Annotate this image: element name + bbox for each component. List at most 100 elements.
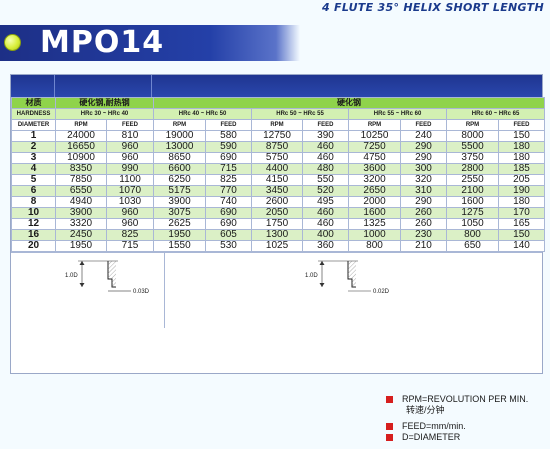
feed-header: FEED (498, 119, 546, 131)
rpm-cell: 2600 (251, 196, 304, 208)
feed-cell: 1030 (105, 196, 155, 208)
feed-cell: 690 (205, 207, 253, 219)
offset-dimension: 0.02D (373, 289, 390, 295)
rpm-cell: 1950 (153, 229, 207, 241)
rpm-header: RPM (446, 119, 500, 131)
hardness-range: HRc 30 ~ HRc 40 (54, 108, 155, 120)
table-row: 20 1950 715 1550 530 1025 360 800 210 650 140 (11, 240, 546, 252)
feed-cell: 185 (498, 163, 546, 175)
rpm-cell: 2450 (55, 229, 107, 241)
rpm-cell: 1750 (251, 218, 304, 230)
feed-cell: 190 (498, 185, 546, 197)
rpm-cell: 1550 (153, 240, 207, 252)
feed-cell: 990 (105, 163, 155, 175)
rpm-cell: 8350 (55, 163, 107, 175)
depth-dimension: 1.0D (65, 273, 78, 279)
table-row: 10 3900 960 3075 690 2050 460 1600 260 1275 170 (11, 207, 546, 219)
rpm-cell: 1275 (446, 207, 500, 219)
diameter-cell: 5 (11, 174, 56, 186)
rpm-cell: 1000 (348, 229, 402, 241)
feed-cell: 960 (105, 152, 155, 164)
feed-cell: 310 (400, 185, 448, 197)
hardness-range: HRc 40 ~ HRc 50 (153, 108, 253, 120)
cutting-data-panel: 材质 硬化钢,耐热钢 硬化钢 HARDNESS HRc 30 ~ HRc 40 … (10, 74, 546, 374)
feed-cell: 180 (498, 141, 546, 153)
rpm-cell: 6550 (55, 185, 107, 197)
feed-cell: 960 (105, 141, 155, 153)
table-row: 16 2450 825 1950 605 1300 400 1000 230 800 150 (11, 229, 546, 241)
rpm-cell: 24000 (55, 130, 107, 142)
bullet-square-icon (386, 396, 393, 403)
feed-cell: 140 (498, 240, 546, 252)
rpm-cell: 2650 (348, 185, 402, 197)
rpm-cell: 16650 (55, 141, 107, 153)
feed-cell: 400 (302, 229, 350, 241)
feed-cell: 230 (400, 229, 448, 241)
bullet-dot-icon (4, 34, 21, 51)
rpm-header: RPM (251, 119, 304, 131)
hardness-label: HARDNESS (11, 108, 56, 120)
feed-cell: 460 (302, 218, 350, 230)
rpm-cell: 3900 (153, 196, 207, 208)
material-group-1: 硬化钢,耐热钢 (54, 97, 155, 109)
table-row: 8 4940 1030 3900 740 2600 495 2000 290 1600 180 (11, 196, 546, 208)
bullet-square-icon (386, 423, 393, 430)
feed-cell: 495 (302, 196, 350, 208)
feed-header: FEED (205, 119, 253, 131)
feed-cell: 390 (302, 130, 350, 142)
legend: RPM=REVOLUTION PER MIN. 转速/分钟 FEED=mm/mi… (386, 394, 528, 443)
feed-cell: 605 (205, 229, 253, 241)
feed-cell: 290 (400, 196, 448, 208)
bullet-square-icon (386, 434, 393, 441)
diameter-cell: 12 (11, 218, 56, 230)
rpm-cell: 1600 (446, 196, 500, 208)
feed-cell: 260 (400, 207, 448, 219)
feed-cell: 290 (400, 152, 448, 164)
rpm-cell: 5750 (251, 152, 304, 164)
rpm-cell: 2050 (251, 207, 304, 219)
offset-dimension: 0.03D (133, 289, 150, 295)
legend-rpm-cn: 转速/分钟 (406, 405, 445, 415)
feed-cell: 290 (400, 141, 448, 153)
diameter-cell: 8 (11, 196, 56, 208)
legend-item-rpm: RPM=REVOLUTION PER MIN. (386, 394, 528, 405)
diameter-header-row: DIAMETER RPM FEED RPM FEED RPM FEED RPM FEED RPM… (11, 119, 546, 131)
feed-cell: 360 (302, 240, 350, 252)
diameter-cell: 2 (11, 141, 56, 153)
feed-cell: 180 (498, 196, 546, 208)
feed-cell: 530 (205, 240, 253, 252)
hardness-range: HRc 55 ~ HRc 60 (348, 108, 448, 120)
rpm-cell: 4940 (55, 196, 107, 208)
material-group-2: 硬化钢 (153, 97, 546, 109)
diameter-cell: 10 (11, 207, 56, 219)
rpm-cell: 3320 (55, 218, 107, 230)
rpm-cell: 7250 (348, 141, 402, 153)
rpm-cell: 13000 (153, 141, 207, 153)
feed-cell: 690 (205, 152, 253, 164)
rpm-cell: 8000 (446, 130, 500, 142)
feed-cell: 150 (498, 229, 546, 241)
feed-cell: 550 (302, 174, 350, 186)
hardness-range: HRc 60 ~ HRc 65 (446, 108, 546, 120)
rpm-cell: 650 (446, 240, 500, 252)
feed-cell: 205 (498, 174, 546, 186)
feed-cell: 460 (302, 207, 350, 219)
rpm-cell: 1600 (348, 207, 402, 219)
rpm-cell: 2625 (153, 218, 207, 230)
groove-depth-drawing: 1.0D 0.03D (65, 260, 150, 295)
feed-cell: 210 (400, 240, 448, 252)
rpm-cell: 800 (348, 240, 402, 252)
feed-cell: 1070 (105, 185, 155, 197)
table-row: 4 8350 990 6600 715 4400 480 3600 300 2800 185 (11, 163, 546, 175)
diameter-cell: 1 (11, 130, 56, 142)
rpm-header: RPM (348, 119, 402, 131)
feed-cell: 150 (498, 130, 546, 142)
rpm-cell: 10900 (55, 152, 107, 164)
feed-header: FEED (400, 119, 448, 131)
feed-cell: 180 (498, 152, 546, 164)
feed-cell: 460 (302, 141, 350, 153)
rpm-cell: 4750 (348, 152, 402, 164)
hardness-row: HARDNESS HRc 30 ~ HRc 40 HRc 40 ~ HRc 50… (11, 108, 546, 120)
table-row: 6 6550 1070 5175 770 3450 520 2650 310 2100 190 (11, 185, 546, 197)
feed-cell: 825 (105, 229, 155, 241)
